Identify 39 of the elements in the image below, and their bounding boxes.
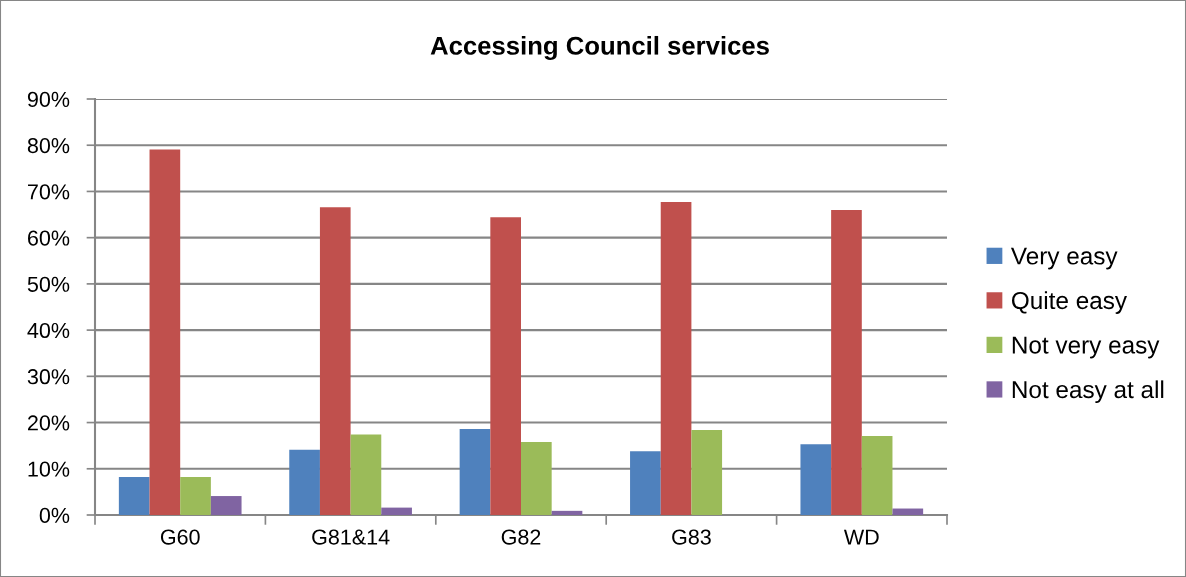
y-tick-label: 70% [28, 184, 70, 200]
y-tick-label: 0% [39, 507, 70, 524]
bar [691, 429, 723, 515]
bar [861, 435, 893, 515]
y-tick-label: 20% [28, 415, 70, 431]
y-tick-label: 60% [28, 230, 70, 246]
bar [459, 429, 491, 515]
bar [660, 202, 692, 515]
y-tick-label: 80% [27, 137, 70, 154]
bar [350, 434, 382, 515]
bar [289, 449, 320, 515]
x-tick-label: G60 [160, 529, 200, 545]
legend-label: Quite easy [1012, 291, 1127, 314]
bar [180, 477, 211, 515]
x-tick-label: G82 [501, 529, 541, 545]
bar [118, 477, 150, 515]
bar [800, 444, 832, 515]
x-tick-label: G83 [672, 529, 711, 545]
legend-label: Not easy at all [1012, 380, 1164, 404]
bar [149, 149, 181, 515]
x-tick-label: WD [843, 529, 879, 545]
chart-title: Accessing Council services [430, 35, 769, 61]
y-tick-label: 30% [27, 369, 70, 385]
bar [551, 510, 583, 515]
y-tick-label: 90% [27, 91, 70, 108]
bar [490, 217, 521, 515]
bar [210, 496, 242, 515]
bar [831, 209, 862, 515]
legend-label: Very easy [1010, 247, 1118, 270]
bar [521, 441, 552, 515]
bar [319, 207, 351, 515]
y-tick-label: 50% [27, 276, 70, 292]
bar [381, 507, 412, 515]
bar [892, 508, 924, 515]
y-tick-label: 40% [27, 322, 70, 339]
legend-label: Not very easy [1012, 336, 1160, 359]
bar [630, 451, 661, 515]
y-tick-label: 10% [28, 461, 70, 477]
x-tick-label: G81&14 [312, 529, 390, 545]
